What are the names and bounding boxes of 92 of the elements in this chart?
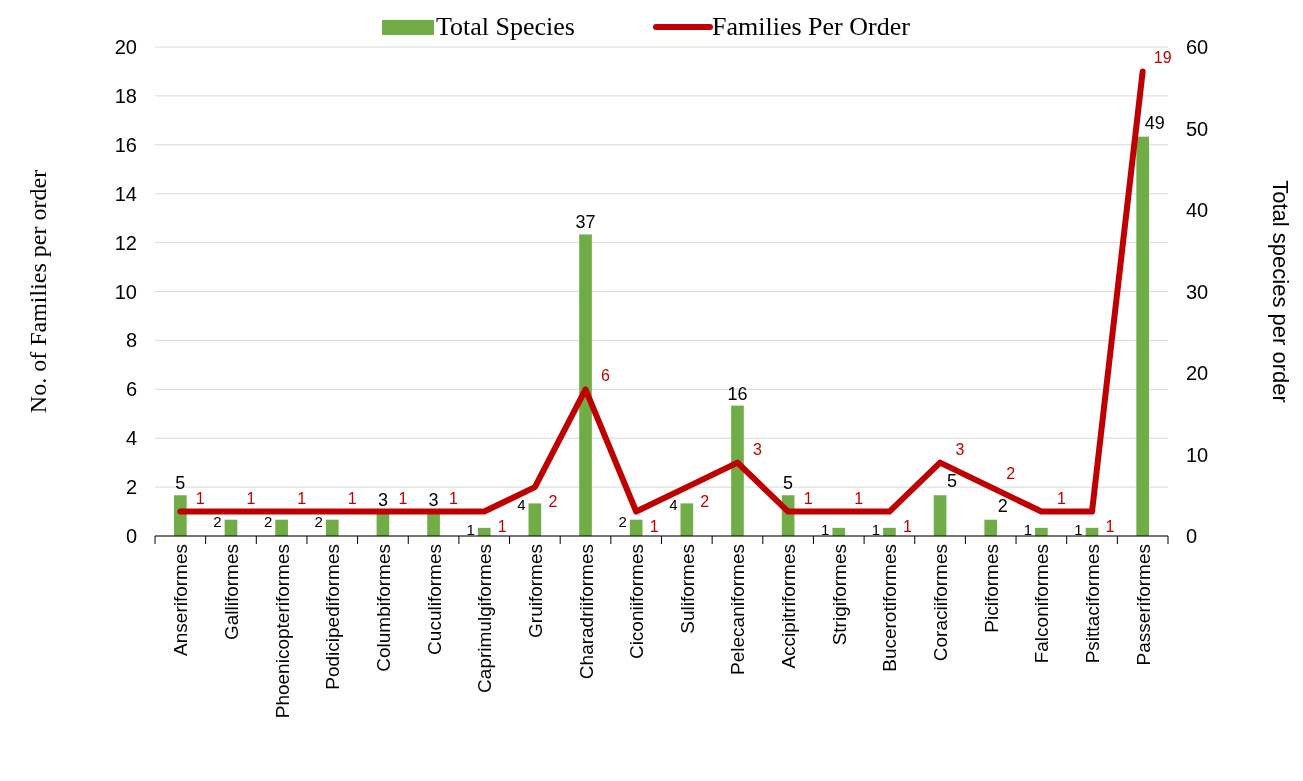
- data-label: 2: [213, 512, 222, 530]
- x-tick-label: Ciconiiformes: [626, 544, 648, 660]
- data-label: 1: [1074, 520, 1083, 538]
- y2-axis-title: Total species per order: [1268, 180, 1293, 403]
- x-tick-label: Gruiformes: [524, 544, 546, 638]
- data-label: 1: [871, 520, 881, 538]
- x-tick-label: Coraciiformes: [930, 544, 952, 662]
- data-label: 2: [548, 493, 558, 511]
- x-tick-label: Falconiformes: [1031, 544, 1053, 664]
- data-label: 1: [398, 489, 408, 507]
- y2-tick-label: 30: [1186, 280, 1209, 303]
- data-label: 2: [997, 495, 1008, 516]
- data-label: 19: [1153, 49, 1172, 67]
- y2-tick-label: 10: [1186, 443, 1209, 466]
- y-tick-label: 10: [114, 280, 137, 303]
- y2-tick-label: 50: [1186, 117, 1209, 140]
- x-tick-label: Phoenicopteriformes: [271, 544, 293, 719]
- bar: [1136, 136, 1149, 536]
- data-label: 1: [246, 489, 256, 507]
- data-label: 5: [783, 473, 794, 494]
- y2-tick-label: 20: [1186, 362, 1209, 384]
- data-label: 1: [497, 517, 507, 535]
- data-label: 1: [821, 520, 830, 538]
- legend-label: Families Per Order: [712, 12, 911, 41]
- data-label: 1: [1056, 489, 1066, 507]
- bar: [680, 503, 694, 536]
- bar: [933, 495, 947, 536]
- x-tick-label: Accipitriformes: [778, 544, 800, 669]
- y-tick-label: 0: [125, 525, 137, 547]
- x-tick-label: Piciformes: [980, 544, 1002, 633]
- x-tick-label: Bucerotiformes: [879, 544, 901, 672]
- y-tick-label: 14: [114, 182, 137, 205]
- bar: [528, 503, 542, 536]
- x-tick-label: Strigiformes: [828, 544, 850, 646]
- data-label: 5: [947, 471, 958, 492]
- bar: [731, 405, 744, 536]
- bar: [579, 234, 592, 536]
- data-label: 4: [669, 496, 678, 514]
- x-tick-label: Columbiformes: [372, 544, 394, 672]
- data-label: 3: [428, 489, 439, 510]
- x-tick-label: Cuculiformes: [423, 544, 445, 655]
- data-label: 1: [1023, 520, 1033, 538]
- y-tick-label: 16: [114, 133, 137, 156]
- y-tick-label: 2: [125, 476, 137, 499]
- data-label: 1: [449, 489, 459, 507]
- y2-tick-label: 60: [1186, 36, 1209, 58]
- data-label: 1: [649, 517, 659, 535]
- x-tick-label: Galliformes: [220, 544, 242, 641]
- y2-tick-label: 40: [1186, 199, 1209, 221]
- data-label: 2: [263, 512, 273, 530]
- data-label: 1: [854, 489, 864, 507]
- bar: [984, 519, 998, 536]
- data-label: 2: [618, 512, 627, 530]
- data-label: 3: [753, 440, 763, 458]
- y-tick-label: 8: [125, 329, 137, 352]
- y2-tick-label: 0: [1186, 525, 1198, 547]
- x-tick-label: Suliformes: [676, 544, 698, 634]
- y-tick-label: 4: [125, 427, 137, 450]
- data-label: 37: [575, 212, 596, 233]
- data-label: 1: [347, 489, 357, 507]
- data-label: 1: [1105, 517, 1115, 535]
- x-tick-label: Psittaciformes: [1082, 544, 1104, 664]
- data-label: 1: [466, 520, 475, 538]
- bar: [325, 519, 339, 536]
- x-tick-label: Passeriformes: [1132, 544, 1154, 666]
- y-tick-label: 20: [114, 36, 137, 58]
- data-label: 1: [297, 489, 307, 507]
- data-label: 2: [700, 493, 710, 511]
- data-label: 2: [1006, 465, 1016, 483]
- data-label: 3: [955, 440, 965, 458]
- bar: [629, 519, 643, 536]
- bar: [275, 519, 288, 536]
- y-tick-label: 6: [125, 378, 137, 401]
- x-tick-label: Anseriformes: [170, 544, 192, 656]
- data-label: 1: [803, 489, 813, 507]
- legend-label: Total Species: [436, 12, 575, 41]
- data-label: 5: [175, 473, 186, 494]
- data-label: 1: [195, 489, 205, 507]
- x-tick-label: Charadriiformes: [575, 544, 597, 680]
- data-label: 2: [314, 512, 323, 530]
- data-label: 4: [517, 496, 526, 514]
- x-tick-label: Podicipediformes: [322, 544, 344, 690]
- x-tick-label: Pelecaniformes: [727, 544, 749, 675]
- y-axis-title: No. of Families per order: [25, 169, 51, 414]
- data-label: 6: [601, 367, 611, 385]
- data-label: 3: [377, 489, 388, 510]
- y-tick-label: 12: [114, 231, 137, 254]
- data-label: 49: [1144, 112, 1165, 133]
- data-label: 16: [727, 383, 748, 404]
- data-label: 1: [902, 517, 912, 535]
- y-tick-label: 18: [114, 84, 137, 107]
- x-tick-label: Caprimulgiformes: [474, 544, 496, 693]
